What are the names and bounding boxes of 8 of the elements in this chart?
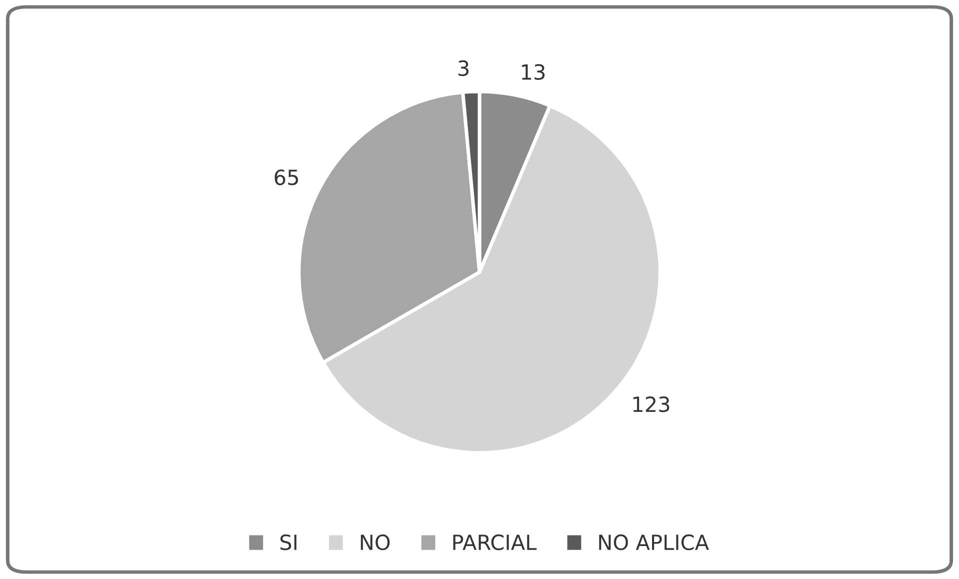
- legend-label: SI: [280, 534, 296, 550]
- legend-label: PARCIAL: [453, 534, 537, 550]
- legend-label: NO: [360, 534, 390, 550]
- data-label: 65: [274, 169, 298, 186]
- data-label: 123: [633, 396, 670, 412]
- data-label: 13: [522, 64, 545, 80]
- legend-label: NO APLICA: [599, 534, 709, 550]
- data-label: 3: [458, 60, 468, 76]
